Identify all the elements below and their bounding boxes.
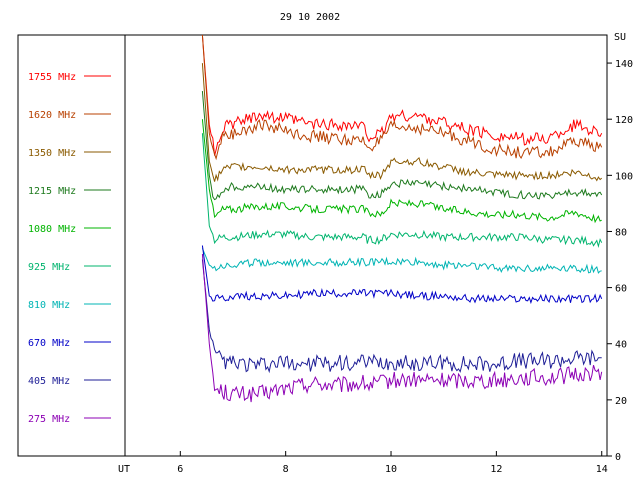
x-axis: 6 8 10 12 14 [177,451,608,475]
y-axis-unit: SU [614,32,626,43]
x-axis-label: UT [118,464,130,475]
x-tick-label: 8 [283,464,289,475]
series-group [201,34,603,403]
legend-label: 670 MHz [28,338,70,349]
y-tick-label: 60 [615,284,627,295]
series-line [201,34,603,156]
y-tick-label: 40 [615,340,627,351]
x-tick-label: 10 [385,464,397,475]
series-line [201,253,603,403]
legend-label: 1350 MHz [28,148,76,159]
series-line [201,259,602,374]
series-line [201,34,603,161]
legend: 1755 MHz 1620 MHz 1350 MHz 1215 MHz 1080 MHz… [28,72,111,425]
legend-label: 275 MHz [28,414,70,425]
y-tick-label: 20 [615,396,627,407]
y-tick-label: 100 [615,171,633,182]
y-tick-label: 120 [615,115,633,126]
legend-label: 1080 MHz [28,224,76,235]
series-line [201,91,603,201]
series-line [201,119,602,224]
legend-label: 810 MHz [28,300,70,311]
x-tick-label: 14 [596,464,608,475]
legend-label: 925 MHz [28,262,70,273]
legend-label: 1215 MHz [28,186,76,197]
series-line [201,133,603,248]
legend-label: 1620 MHz [28,110,76,121]
y-tick-label: 80 [615,227,627,238]
legend-label: 1755 MHz [28,72,76,83]
chart-title: 29 10 2002 [280,12,340,23]
plot-frame [17,34,608,457]
x-tick-label: 6 [177,464,183,475]
series-line [201,63,603,182]
legend-label: 405 MHz [28,376,70,387]
y-tick-label: 0 [615,452,621,463]
x-tick-label: 12 [490,464,502,475]
y-tick-label: 140 [615,59,633,70]
series-line [201,248,602,274]
y-axis: 0 20 40 60 80 100 120 140 [607,59,633,463]
series-line [201,245,603,305]
